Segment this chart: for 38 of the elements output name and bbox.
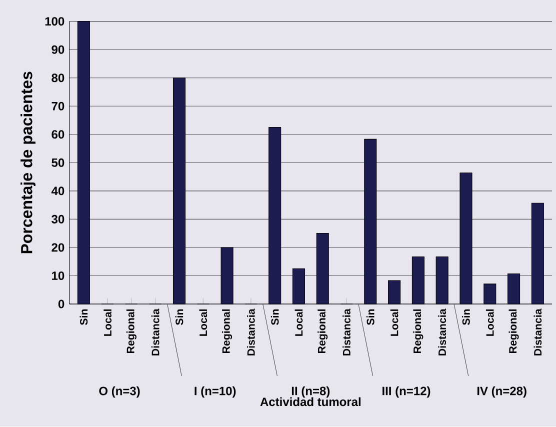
x-tick-label: Sin [175, 310, 184, 326]
x-tick-label: Regional [318, 310, 328, 354]
x-tick-label: Sin [462, 310, 470, 326]
x-axis-title: Actividad tumoral [260, 397, 360, 406]
x-tick-label: Local [486, 310, 494, 336]
y-tick-label: 0 [58, 300, 64, 308]
x-tick-label: Sin [80, 310, 88, 326]
x-tick-label: Regional [413, 310, 424, 354]
y-tick-label: 100 [45, 17, 64, 26]
text: IV (n=28) [477, 386, 526, 398]
y-tick-label: 30 [52, 215, 64, 224]
x-tick-label: Sin [366, 310, 374, 326]
x-tick-label: Local [104, 310, 112, 336]
text: III (n=12) [382, 386, 430, 398]
x-tick-label: Distancia [247, 308, 255, 356]
text: O (n=3) [99, 386, 140, 398]
x-tick-label: Distancia [151, 308, 160, 356]
y-tick-label: 80 [52, 74, 64, 82]
text: II (n=8) [292, 386, 330, 398]
y-axis-title: Porcentaje de pacientes [20, 72, 36, 254]
x-tick-label: Local [199, 310, 208, 336]
x-tick-label: Regional [222, 310, 232, 354]
x-tick-label: Local [390, 310, 398, 336]
y-tick-label: 50 [52, 158, 64, 168]
y-tick-label: 20 [52, 243, 64, 252]
y-tick-label: 70 [52, 102, 64, 111]
x-tick-label: Distancia [438, 308, 446, 356]
x-tick-label: Distancia [342, 308, 350, 356]
y-tick-label: 40 [51, 186, 64, 196]
x-tick-label: Regional [508, 310, 519, 354]
x-tick-label: Local [294, 310, 303, 336]
x-tick-label: Regional [126, 310, 136, 354]
x-tick-label: Sin [270, 310, 279, 326]
text: I (n=10) [194, 386, 236, 398]
y-tick-label: 10 [52, 272, 64, 280]
x-tick-label: Distancia [534, 308, 542, 356]
y-tick-label: 60 [52, 130, 64, 139]
y-tick-label: 90 [52, 46, 64, 54]
